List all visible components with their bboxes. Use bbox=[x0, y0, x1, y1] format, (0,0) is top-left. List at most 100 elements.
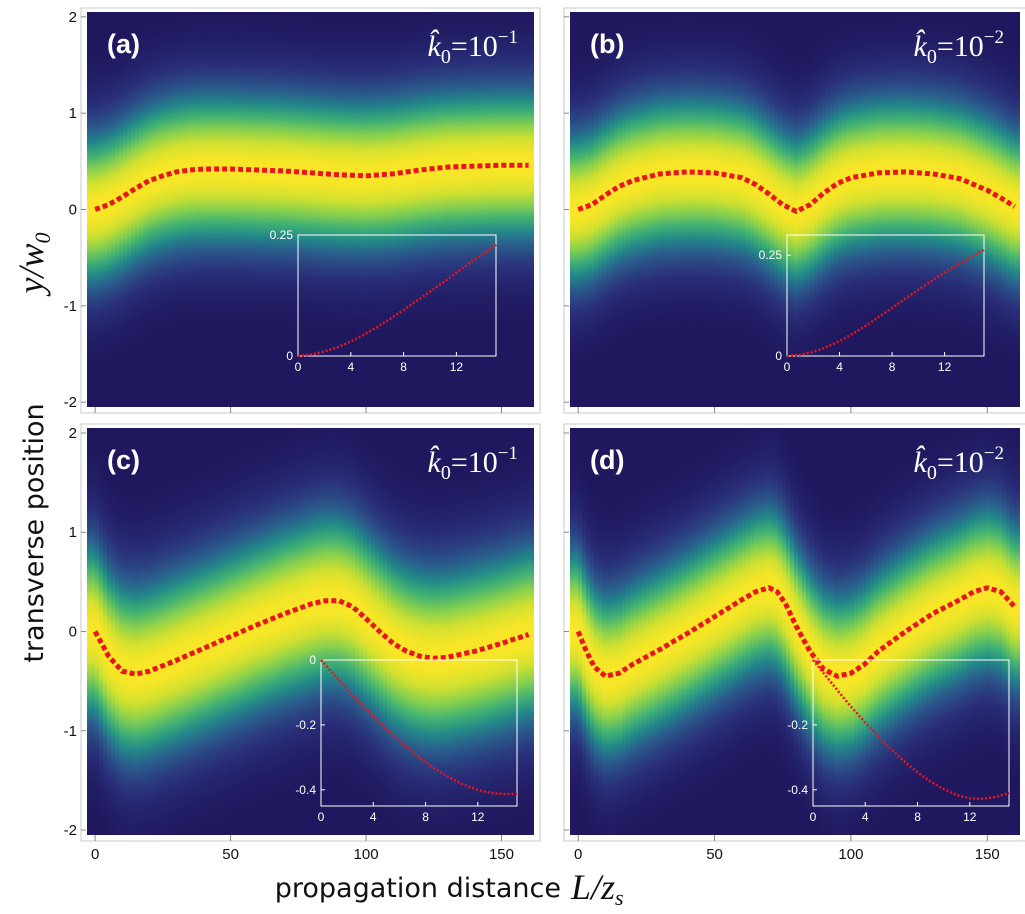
heatmap-column bbox=[946, 428, 951, 835]
heatmap-column bbox=[646, 428, 651, 835]
inset-x-tick-label: 12 bbox=[938, 360, 952, 374]
heatmap-column bbox=[698, 12, 703, 407]
heatmap-column bbox=[922, 12, 927, 407]
heatmap-column bbox=[223, 428, 228, 835]
heatmap-column bbox=[219, 12, 224, 407]
heatmap-column bbox=[826, 12, 831, 407]
heatmap-column bbox=[630, 12, 635, 407]
heatmap-column bbox=[1002, 428, 1007, 835]
heatmap-column bbox=[399, 12, 404, 407]
heatmap-column bbox=[303, 428, 308, 835]
heatmap-column bbox=[798, 428, 803, 835]
heatmap-column bbox=[842, 12, 847, 407]
heatmap-column bbox=[211, 12, 216, 407]
trajectory-line bbox=[94, 162, 529, 212]
heatmap-column bbox=[586, 12, 591, 407]
heatmap-column bbox=[902, 12, 907, 407]
heatmap-column bbox=[906, 12, 911, 407]
heatmap-column bbox=[335, 428, 340, 835]
y-axis-math: y/w0 bbox=[11, 233, 55, 297]
inset-curve bbox=[812, 659, 1010, 801]
heatmap-column bbox=[219, 428, 224, 835]
inset-x-tick-label: 0 bbox=[784, 360, 791, 374]
heatmap-column bbox=[914, 12, 919, 407]
heatmap-column bbox=[479, 428, 484, 835]
heatmap-column bbox=[207, 12, 212, 407]
heatmap-column bbox=[107, 12, 112, 407]
heatmap-column bbox=[886, 12, 891, 407]
heatmap-column bbox=[898, 428, 903, 835]
heatmap-column bbox=[622, 428, 627, 835]
heatmap-column bbox=[463, 428, 468, 835]
x-tick-label: 150 bbox=[489, 846, 514, 863]
heatmap-column bbox=[167, 12, 172, 407]
heatmap-column bbox=[610, 12, 615, 407]
heatmap-column bbox=[143, 428, 148, 835]
heatmap-column bbox=[347, 12, 352, 407]
heatmap-column bbox=[459, 12, 464, 407]
heatmap-column bbox=[383, 12, 388, 407]
heatmap-column bbox=[874, 12, 879, 407]
heatmap-column bbox=[598, 428, 603, 835]
heatmap-column bbox=[247, 428, 252, 835]
heatmap-column bbox=[662, 12, 667, 407]
heatmap-column bbox=[231, 428, 236, 835]
heatmap-column bbox=[882, 428, 887, 835]
heatmap-column bbox=[942, 12, 947, 407]
inset-y-tick-label: 0 bbox=[309, 653, 316, 667]
heatmap-column bbox=[698, 428, 703, 835]
heatmap-column bbox=[738, 428, 743, 835]
panel-label: (a) bbox=[107, 29, 140, 59]
heatmap-column bbox=[642, 428, 647, 835]
heatmap-column bbox=[730, 428, 735, 835]
inset-y-tick-label: 0.25 bbox=[270, 228, 294, 242]
panel-label: (b) bbox=[590, 29, 624, 59]
heatmap-column bbox=[778, 428, 783, 835]
heatmap-column bbox=[515, 428, 520, 835]
heatmap-column bbox=[159, 428, 164, 835]
heatmap-column bbox=[894, 12, 899, 407]
y-axis-title: transverse position bbox=[19, 403, 50, 662]
heatmap-column bbox=[834, 12, 839, 407]
heatmap-column bbox=[1014, 428, 1019, 835]
heatmap-column bbox=[750, 428, 755, 835]
heatmap-column bbox=[371, 428, 376, 835]
heatmap-column bbox=[187, 12, 192, 407]
heatmap-column bbox=[359, 12, 364, 407]
heatmap-column bbox=[279, 428, 284, 835]
heatmap-column bbox=[594, 428, 599, 835]
heatmap-column bbox=[155, 428, 160, 835]
heatmap-column bbox=[351, 428, 356, 835]
inset-x-tick-label: 4 bbox=[370, 810, 377, 824]
heatmap-column bbox=[199, 12, 204, 407]
y-tick-label: 1 bbox=[69, 105, 77, 122]
heatmap-column bbox=[734, 12, 739, 407]
heatmap-column bbox=[718, 12, 723, 407]
heatmap-column bbox=[99, 428, 104, 835]
heatmap-column bbox=[978, 12, 983, 407]
inset-frame bbox=[297, 234, 497, 357]
x-tick-label: 100 bbox=[838, 846, 863, 863]
inset-curve bbox=[320, 659, 517, 796]
heatmap-column bbox=[766, 428, 771, 835]
heatmap-column bbox=[774, 428, 779, 835]
panel-b: (b) k̂0=10−2 0 0.25 0 4 8 12 bbox=[563, 7, 1025, 414]
heatmap-column bbox=[1010, 428, 1015, 835]
heatmap-column bbox=[882, 12, 887, 407]
heatmap-column bbox=[195, 12, 200, 407]
heatmap-column bbox=[115, 428, 120, 835]
heatmap-column bbox=[586, 428, 591, 835]
heatmap-column bbox=[111, 12, 116, 407]
heatmap-column bbox=[475, 12, 480, 407]
heatmap-column bbox=[415, 428, 420, 835]
heatmap-column bbox=[295, 12, 300, 407]
heatmap-column bbox=[754, 12, 759, 407]
y-tick-label: 0 bbox=[69, 624, 77, 641]
heatmap-column bbox=[822, 12, 827, 407]
heatmap-column bbox=[167, 428, 172, 835]
heatmap-column bbox=[351, 12, 356, 407]
inset-frame bbox=[786, 234, 985, 357]
k0-annotation: k̂0=10−1 bbox=[428, 443, 518, 484]
inset-x-tick-label: 0 bbox=[810, 810, 817, 824]
